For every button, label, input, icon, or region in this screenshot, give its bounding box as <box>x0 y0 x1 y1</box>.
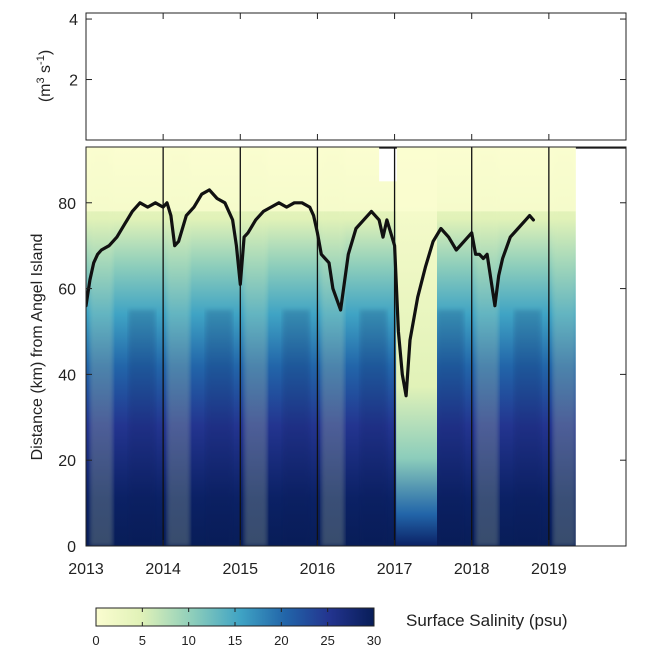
colorbar-title: Surface Salinity (psu) <box>406 611 568 630</box>
colorbar-tick-label: 30 <box>367 633 381 648</box>
bottom-xtick-label: 2019 <box>531 561 567 578</box>
colorbar-tick-label: 0 <box>92 633 99 648</box>
fresh-band <box>475 147 499 546</box>
isohaline-line <box>86 188 535 398</box>
top-ytick-label: 2 <box>69 73 78 90</box>
colorbar-tick-label: 10 <box>181 633 195 648</box>
top-panel: 2 4 (m3 s-1) <box>35 12 627 141</box>
salinity-heatmap <box>86 147 626 546</box>
bottom-ylabel: Distance (km) from Angel Island <box>29 234 46 461</box>
data-gap <box>379 147 397 182</box>
top-ytick-label: 4 <box>69 12 78 29</box>
bottom-xtick-label: 2014 <box>145 561 181 578</box>
top-axes-frame <box>85 12 627 141</box>
bottom-ytick-label: 80 <box>58 196 76 213</box>
fresh-band <box>552 147 576 546</box>
bottom-xtick-label: 2017 <box>377 561 413 578</box>
bottom-ytick-label: 0 <box>67 539 76 556</box>
salty-band <box>359 310 387 546</box>
fresh-band <box>321 147 345 546</box>
top-ylabel: (m3 s-1) <box>35 50 54 102</box>
bottom-ytick-label: 40 <box>58 367 76 384</box>
colorbar-tick-label: 20 <box>274 633 288 648</box>
bottom-xtick-label: 2018 <box>454 561 490 578</box>
year-lines <box>162 147 550 546</box>
salty-band <box>282 310 310 546</box>
bottom-axes-frame <box>85 146 627 547</box>
salty-band <box>205 310 233 546</box>
no-data-region <box>575 147 626 546</box>
colorbar-tick-label: 15 <box>228 633 242 648</box>
bottom-ytick-label: 20 <box>58 453 76 470</box>
fresh-2017 <box>396 147 437 546</box>
upper-fresh-cap <box>86 147 576 212</box>
fresh-band <box>167 147 191 546</box>
colorbar-tick-label: 25 <box>320 633 334 648</box>
salty-band <box>437 310 464 546</box>
colorbar: 0 5 10 15 20 25 30 Surface Salinity (psu) <box>92 607 568 648</box>
bottom-ytick-label: 60 <box>58 282 76 299</box>
fresh-band <box>244 147 268 546</box>
bottom-xtick-label: 2015 <box>222 561 258 578</box>
bottom-xtick-label: 2016 <box>300 561 336 578</box>
salty-band <box>514 310 542 546</box>
salty-band <box>128 310 156 546</box>
bottom-xtick-label: 2013 <box>68 561 104 578</box>
colorbar-tick-label: 5 <box>139 633 146 648</box>
bottom-panel: 0 20 40 60 80 2013 2014 2015 2016 2017 2018 2019 Di… <box>29 146 627 578</box>
